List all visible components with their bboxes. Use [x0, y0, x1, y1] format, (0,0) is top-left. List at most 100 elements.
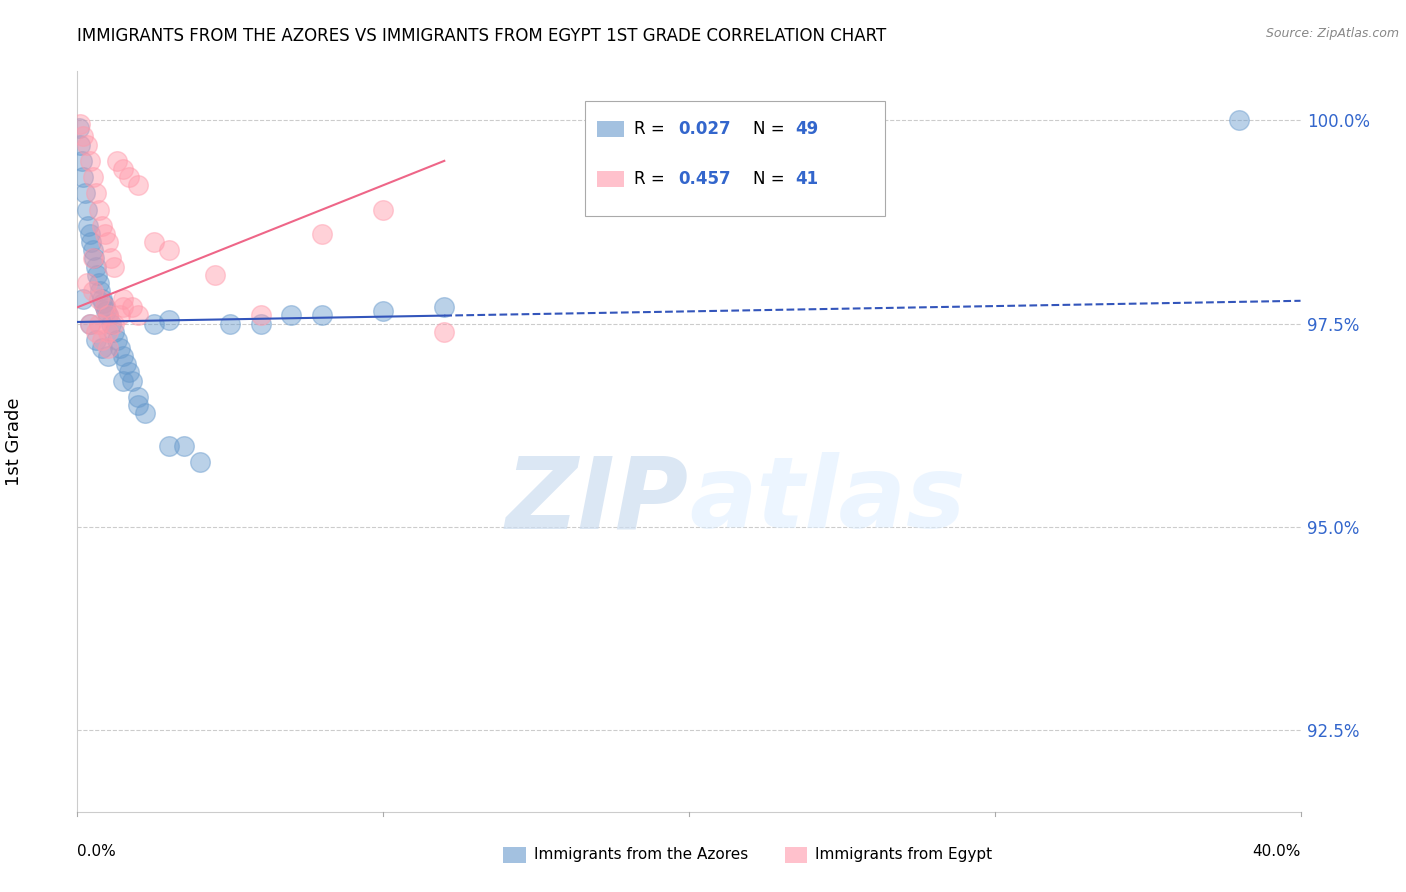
Point	[87, 317, 110, 331]
Point	[188, 455, 211, 469]
Text: 0.027: 0.027	[678, 120, 731, 138]
Point	[76, 137, 98, 152]
Point	[433, 325, 456, 339]
Point	[118, 365, 141, 379]
Point	[250, 309, 273, 323]
Point	[69, 137, 91, 152]
Point	[82, 252, 104, 266]
Point	[250, 317, 273, 331]
Point	[82, 170, 104, 185]
Point	[79, 153, 101, 168]
Text: 41: 41	[796, 169, 818, 187]
Point	[80, 235, 103, 250]
Point	[112, 301, 135, 315]
Point	[311, 227, 333, 241]
Point	[90, 333, 112, 347]
Point	[77, 219, 100, 233]
Point	[91, 296, 114, 310]
Point	[79, 317, 101, 331]
Point	[90, 219, 112, 233]
Point	[173, 439, 195, 453]
Text: 40.0%: 40.0%	[1253, 845, 1301, 859]
Point	[97, 309, 120, 323]
Point	[84, 333, 107, 347]
Point	[94, 227, 117, 241]
Point	[371, 304, 394, 318]
Point	[103, 317, 125, 331]
Point	[112, 349, 135, 363]
Point	[87, 292, 110, 306]
Point	[157, 439, 180, 453]
Point	[90, 341, 112, 355]
Point	[72, 170, 94, 185]
Point	[108, 309, 131, 323]
Point	[97, 349, 120, 363]
Text: R =: R =	[634, 169, 669, 187]
Point	[82, 284, 104, 298]
Text: 49: 49	[796, 120, 818, 138]
Point	[94, 301, 117, 315]
Point	[72, 292, 94, 306]
Text: 0.0%: 0.0%	[77, 845, 117, 859]
Point	[83, 252, 105, 266]
Text: Source: ZipAtlas.com: Source: ZipAtlas.com	[1265, 27, 1399, 40]
Point	[86, 268, 108, 282]
Point	[70, 153, 93, 168]
Point	[67, 121, 90, 136]
Point	[72, 129, 94, 144]
Point	[118, 170, 141, 185]
Point	[105, 153, 128, 168]
Point	[128, 309, 150, 323]
Point	[115, 357, 138, 371]
Point	[121, 374, 143, 388]
Bar	[598, 170, 624, 186]
Point	[128, 398, 150, 412]
Point	[79, 317, 101, 331]
Point	[142, 235, 165, 250]
Point	[76, 276, 98, 290]
Point	[69, 117, 91, 131]
Point	[157, 312, 180, 326]
Point	[89, 284, 111, 298]
Point	[84, 325, 107, 339]
Text: Immigrants from the Azores: Immigrants from the Azores	[534, 847, 748, 862]
Point	[112, 374, 135, 388]
Bar	[598, 121, 624, 137]
Point	[87, 276, 110, 290]
Point	[128, 178, 150, 193]
Point	[73, 186, 96, 201]
Point	[97, 235, 120, 250]
Point	[100, 252, 122, 266]
Point	[128, 390, 150, 404]
Point	[79, 227, 101, 241]
Point	[103, 325, 125, 339]
Point	[112, 292, 135, 306]
Bar	[585, 101, 884, 216]
Point	[219, 317, 242, 331]
Text: Immigrants from Egypt: Immigrants from Egypt	[815, 847, 993, 862]
Text: ZIP: ZIP	[506, 452, 689, 549]
Point	[84, 260, 107, 274]
Point	[97, 325, 120, 339]
Point	[76, 202, 98, 217]
Point	[84, 186, 107, 201]
Point	[100, 317, 122, 331]
Point	[112, 161, 135, 176]
Text: 0.457: 0.457	[678, 169, 731, 187]
Point	[97, 309, 120, 323]
Point	[204, 268, 226, 282]
Point	[142, 317, 165, 331]
Point	[121, 301, 143, 315]
Point	[82, 244, 104, 258]
Point	[108, 341, 131, 355]
Text: IMMIGRANTS FROM THE AZORES VS IMMIGRANTS FROM EGYPT 1ST GRADE CORRELATION CHART: IMMIGRANTS FROM THE AZORES VS IMMIGRANTS…	[77, 27, 887, 45]
Text: R =: R =	[634, 120, 669, 138]
Text: 1st Grade: 1st Grade	[6, 397, 22, 486]
Point	[311, 309, 333, 323]
Point	[97, 341, 120, 355]
Point	[94, 301, 117, 315]
Text: N =: N =	[752, 169, 789, 187]
Point	[371, 202, 394, 217]
Point	[157, 244, 180, 258]
Point	[280, 309, 302, 323]
